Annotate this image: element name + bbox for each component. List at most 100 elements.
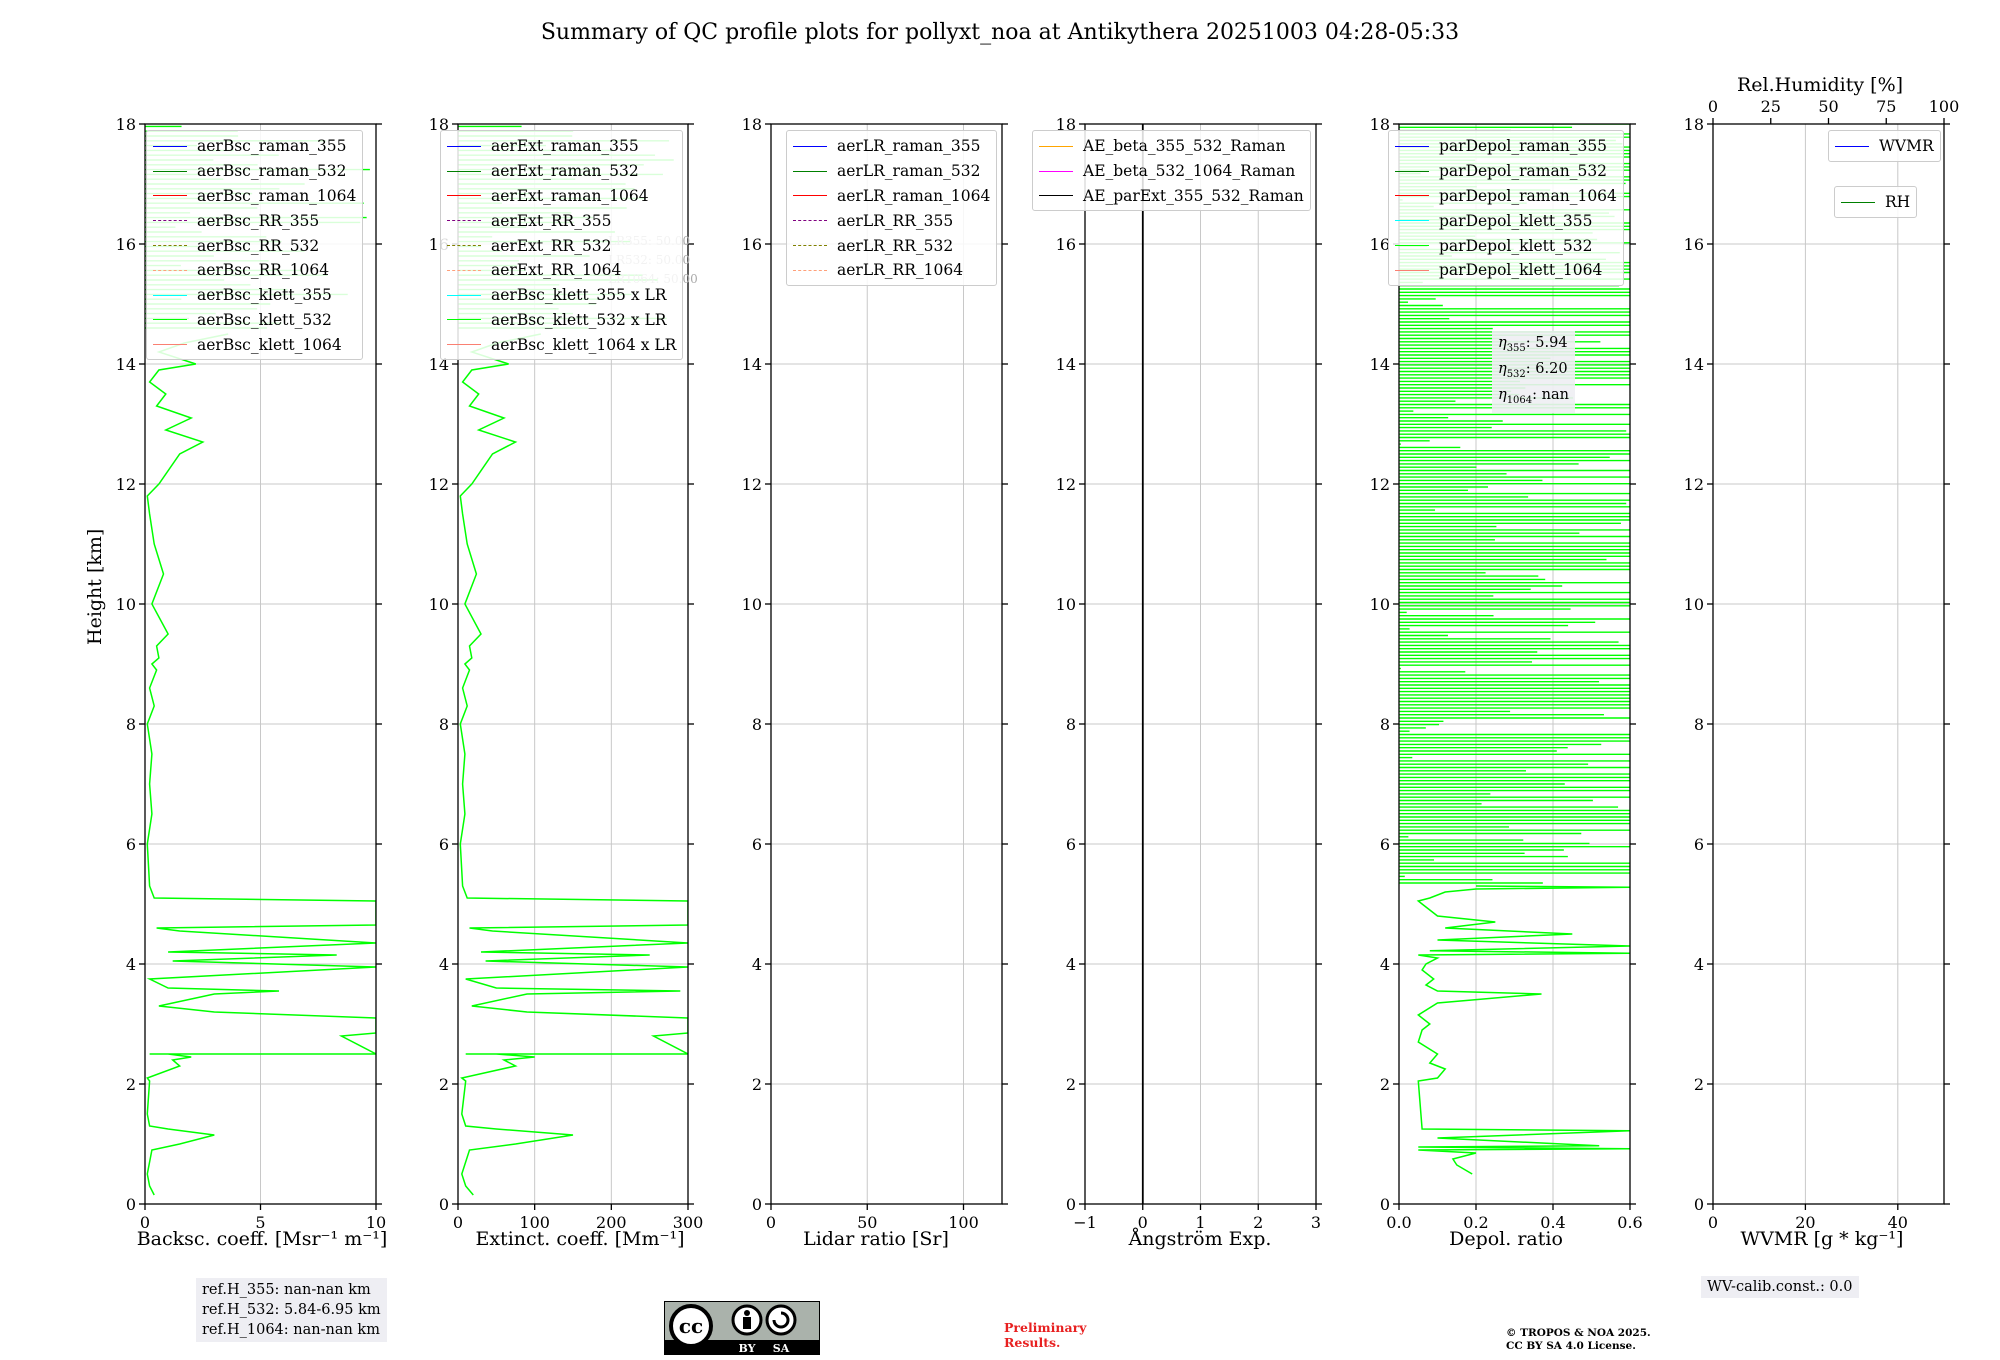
ref-height-355: ref.H_355: nan-nan km (202, 1282, 371, 1298)
legend-swatch (1395, 145, 1429, 147)
y-tick-label: 6 (439, 835, 449, 854)
legend-entry: aerLR_RR_532 (793, 233, 990, 258)
cc-sa-label: SA (773, 1342, 790, 1355)
y-tick-label: 8 (1694, 715, 1704, 734)
legend-label: aerBsc_klett_355 (197, 286, 332, 305)
y-tick-label: 2 (752, 1075, 762, 1094)
legend-label: aerExt_raman_1064 (491, 186, 649, 205)
x-tick-label: 0 (1138, 1213, 1148, 1232)
ref-height-box: ref.H_355: nan-nan km ref.H_532: 5.84-6.… (196, 1278, 387, 1342)
legend-swatch (447, 294, 481, 296)
cc-by-label: BY (739, 1342, 756, 1355)
legend-depol: parDepol_raman_355 parDepol_raman_532 parD… (1388, 130, 1624, 286)
legend-label: aerBsc_klett_532 (197, 310, 332, 329)
x-axis-label-lidar-ratio: Lidar ratio [Sr] (803, 1228, 949, 1250)
x-axis-label-wvmr: WVMR [g * kg⁻¹] (1740, 1228, 1904, 1250)
x-tick-label: 3 (1311, 1213, 1321, 1232)
legend-swatch (447, 269, 481, 271)
legend-extinction: aerExt_raman_355 aerExt_raman_532 aerExt_r… (440, 130, 684, 361)
y-tick-label: 12 (116, 475, 136, 494)
legend-swatch (153, 170, 187, 172)
y-tick-label: 6 (1066, 835, 1076, 854)
legend-swatch (1841, 201, 1875, 203)
y-tick-label: 6 (752, 835, 762, 854)
legend-swatch (153, 294, 187, 296)
x-tick-label: 0 (1708, 1213, 1718, 1232)
y-tick-label: 18 (429, 115, 449, 134)
rh-axis-title: Rel.Humidity [%] (1736, 74, 1904, 96)
legend-label: aerBsc_RR_532 (197, 236, 320, 255)
legend-entry: aerBsc_RR_532 (153, 233, 356, 258)
x-tick-label: 200 (596, 1213, 627, 1232)
legend-label: aerExt_RR_532 (491, 236, 612, 255)
x-tick-label: 0 (766, 1213, 776, 1232)
legend-entry: aerBsc_klett_1064 x LR (447, 332, 676, 357)
x-tick-label: 2 (1253, 1213, 1263, 1232)
y-tick-label: 18 (1056, 115, 1076, 134)
figure-title: Summary of QC profile plots for pollyxt_… (540, 20, 1460, 45)
legend-label: parDepol_klett_532 (1439, 236, 1593, 255)
y-tick-label: 4 (752, 955, 762, 974)
legend-swatch (153, 269, 187, 271)
legend-label: AE_parExt_355_532_Raman (1083, 186, 1304, 205)
y-tick-label: 8 (752, 715, 762, 734)
cc-license-logo: cc BY SA (664, 1301, 820, 1355)
legend-label: aerBsc_raman_532 (197, 162, 347, 181)
y-tick-label: 8 (1380, 715, 1390, 734)
legend-swatch (1395, 220, 1429, 222)
y-tick-label: 14 (1056, 355, 1076, 374)
legend-entry: aerLR_raman_532 (793, 159, 990, 184)
legend-entry: aerBsc_RR_355 (153, 208, 356, 233)
x-tick-label: 0 (453, 1213, 463, 1232)
rh-tick-label: 75 (1876, 97, 1896, 116)
x-tick-label: 0 (140, 1213, 150, 1232)
legend-swatch (447, 170, 481, 172)
legend-swatch (153, 195, 187, 197)
y-tick-label: 2 (1066, 1075, 1076, 1094)
legend-swatch (153, 220, 187, 222)
legend-entry: aerBsc_klett_532 x LR (447, 308, 676, 333)
legend-label: aerLR_RR_355 (837, 211, 954, 230)
legend-swatch (793, 170, 827, 172)
wv-calib-box: WV-calib.const.: 0.0 (1701, 1276, 1859, 1298)
legend-entry: AE_parExt_355_532_Raman (1039, 184, 1304, 209)
legend-label: RH (1885, 193, 1911, 212)
y-tick-label: 14 (742, 355, 762, 374)
axes-frame (770, 123, 1003, 1205)
y-tick-label: 16 (1056, 235, 1076, 254)
legend-label: aerBsc_raman_355 (197, 137, 347, 156)
legend-entry: aerBsc_klett_532 (153, 308, 356, 333)
legend-swatch (447, 245, 481, 247)
legend-swatch (793, 245, 827, 247)
legend-label: parDepol_raman_532 (1439, 162, 1608, 181)
ref-height-532: ref.H_532: 5.84-6.95 km (202, 1302, 381, 1318)
x-tick-label: 20 (1795, 1213, 1815, 1232)
axes-frame (1712, 123, 1945, 1205)
legend-swatch (1835, 145, 1869, 147)
legend-entry: aerLR_RR_1064 (793, 258, 990, 283)
legend-label: aerLR_raman_532 (837, 162, 981, 181)
y-tick-label: 10 (429, 595, 449, 614)
x-tick-label: 0.2 (1463, 1213, 1488, 1232)
legend-swatch (1395, 170, 1429, 172)
eta-532: η532: 6.20 (1498, 360, 1568, 380)
copyright-note: © TROPOS & NOA 2025. CC BY SA 4.0 Licens… (1506, 1327, 1651, 1352)
rh-tick-label: 100 (1929, 97, 1960, 116)
sa-share-icon (765, 1304, 797, 1336)
y-tick-label: 18 (742, 115, 762, 134)
y-tick-label: 0 (126, 1195, 136, 1214)
y-tick-label: 2 (1694, 1075, 1704, 1094)
legend-label: aerLR_RR_532 (837, 236, 954, 255)
legend-swatch (153, 245, 187, 247)
legend-label: aerLR_raman_1064 (837, 186, 991, 205)
x-tick-label: 50 (857, 1213, 877, 1232)
legend-label: aerBsc_klett_532 x LR (491, 310, 667, 329)
y-tick-label: 2 (439, 1075, 449, 1094)
series-line-aerBsc_klett_532 x LR (459, 333, 688, 1196)
legend-entry: aerBsc_raman_532 (153, 159, 356, 184)
legend-swatch (153, 344, 187, 346)
legend-label: aerExt_RR_1064 (491, 261, 622, 280)
x-axis-label-depol: Depol. ratio (1449, 1228, 1563, 1250)
y-tick-label: 10 (1056, 595, 1076, 614)
y-tick-label: 0 (1694, 1195, 1704, 1214)
